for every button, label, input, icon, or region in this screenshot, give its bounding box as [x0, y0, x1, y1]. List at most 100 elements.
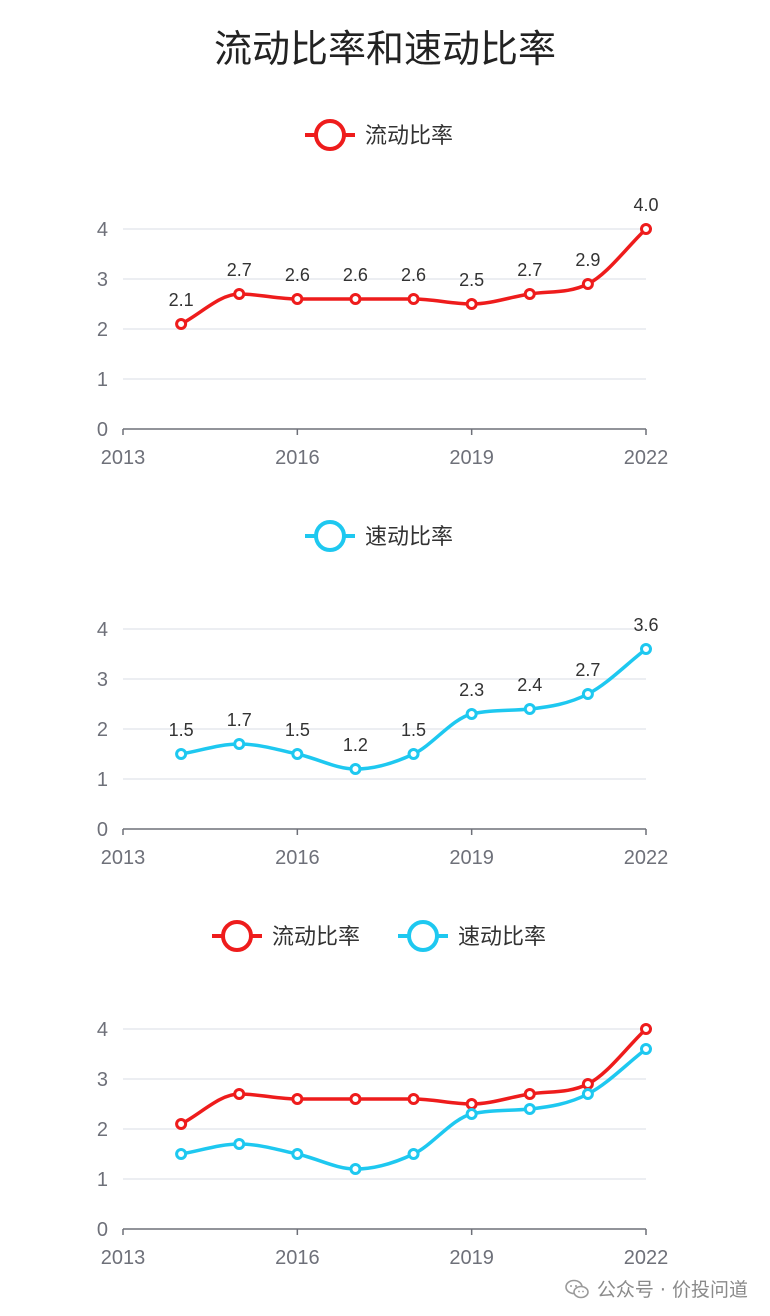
data-label: 2.6: [401, 265, 426, 285]
data-label: 2.4: [517, 675, 542, 695]
data-point: [349, 1163, 362, 1175]
data-point: [291, 1148, 304, 1160]
series-line-1: [180, 1027, 648, 1126]
data-label: 1.5: [401, 720, 426, 740]
x-tick-label: 2022: [624, 847, 669, 869]
legend-marker-icon: [407, 920, 439, 952]
data-label: 2.3: [459, 680, 484, 700]
legend-label: 流动比率: [365, 124, 453, 149]
x-tick-label: 2016: [275, 447, 320, 469]
data-point: [523, 1103, 536, 1115]
data-point: [523, 1088, 536, 1100]
data-label: 1.2: [343, 735, 368, 755]
data-label: 1.5: [285, 720, 310, 740]
data-label: 4.0: [633, 195, 658, 215]
y-tick-label: 3: [97, 669, 108, 691]
data-point: [581, 688, 594, 700]
data-point: [233, 288, 246, 300]
data-point: [349, 293, 362, 305]
data-label: 2.6: [285, 265, 310, 285]
data-point: [523, 703, 536, 715]
x-tick-label: 2022: [624, 1247, 669, 1269]
y-tick-label: 1: [97, 769, 108, 791]
y-tick-label: 4: [97, 1019, 108, 1041]
data-point: [291, 1093, 304, 1105]
data-point: [465, 1108, 478, 1120]
y-tick-label: 3: [97, 1069, 108, 1091]
y-tick-label: 0: [97, 1219, 108, 1241]
legend-marker-icon: [314, 119, 346, 151]
data-point: [291, 748, 304, 760]
data-label: 2.1: [169, 290, 194, 310]
y-tick-label: 1: [97, 369, 108, 391]
data-point: [465, 708, 478, 720]
data-point: [233, 1088, 246, 1100]
data-label: 2.5: [459, 270, 484, 290]
data-point: [465, 1098, 478, 1110]
page-title: 流动比率和速动比率: [213, 27, 556, 71]
y-tick-label: 1: [97, 1169, 108, 1191]
y-tick-label: 0: [97, 419, 108, 441]
data-label: 2.6: [343, 265, 368, 285]
data-point: [581, 278, 594, 290]
watermark: 公众号 · 价投问道: [565, 1275, 748, 1302]
x-tick-label: 2013: [101, 1247, 146, 1269]
chart-3: 流动比率 速动比率 0 1 2 3 4 2013 2016 2019 2022: [97, 920, 669, 1269]
data-point: [175, 1118, 188, 1130]
chart-2: 速动比率 0 1 2 3 4 2013 2016 2019 2022 1.5 1.7 1.5 1.2 1.5…: [97, 520, 669, 869]
data-point: [349, 1093, 362, 1105]
data-label: 2.7: [227, 260, 252, 280]
legend-marker-icon: [221, 920, 253, 952]
y-tick-label: 2: [97, 1119, 108, 1141]
legend-item-2: 速动比率: [398, 920, 546, 952]
data-point: [640, 223, 652, 235]
data-label: 1.7: [227, 710, 252, 730]
data-label: 1.5: [169, 720, 194, 740]
legend-marker-icon: [314, 520, 346, 552]
x-tick-label: 2019: [449, 847, 494, 869]
data-point: [465, 298, 478, 310]
data-point: [407, 293, 420, 305]
x-tick-label: 2013: [101, 447, 146, 469]
data-label: 3.6: [633, 615, 658, 635]
x-tick-label: 2019: [449, 1247, 494, 1269]
legend-item-1: 流动比率: [305, 119, 453, 151]
data-point: [640, 1023, 652, 1035]
data-point: [233, 738, 246, 750]
data-point: [407, 748, 420, 760]
y-tick-label: 2: [97, 319, 108, 341]
y-tick-label: 4: [97, 619, 108, 641]
y-tick-label: 3: [97, 269, 108, 291]
data-label: 2.7: [575, 660, 600, 680]
data-point: [175, 318, 188, 330]
data-point: [407, 1148, 420, 1160]
data-label: 2.9: [575, 250, 600, 270]
legend-item-1: 流动比率: [212, 920, 360, 952]
data-point: [640, 643, 652, 655]
data-point: [640, 1043, 652, 1055]
data-point: [407, 1093, 420, 1105]
data-point: [175, 748, 188, 760]
chart-1: 流动比率 0 1 2 3 4 2013 2016 2019 2022 2.1 2.7 2.6 2.6 2.6…: [97, 119, 669, 469]
x-tick-label: 2022: [624, 447, 669, 469]
data-point: [291, 293, 304, 305]
data-point: [581, 1088, 594, 1100]
legend-label: 流动比率: [272, 925, 360, 950]
data-point: [175, 1148, 188, 1160]
x-tick-label: 2013: [101, 847, 146, 869]
data-point: [349, 763, 362, 775]
wechat-icon: [565, 1279, 589, 1299]
data-point: [581, 1078, 594, 1090]
y-tick-label: 2: [97, 719, 108, 741]
legend-item-1: 速动比率: [305, 520, 453, 552]
watermark-text: 公众号 · 价投问道: [596, 1279, 748, 1301]
x-tick-label: 2016: [275, 1247, 320, 1269]
legend-label: 速动比率: [365, 525, 453, 550]
data-point: [523, 288, 536, 300]
y-tick-label: 0: [97, 819, 108, 841]
x-tick-label: 2019: [449, 447, 494, 469]
x-tick-label: 2016: [275, 847, 320, 869]
legend-label: 速动比率: [458, 925, 546, 950]
y-tick-label: 4: [97, 219, 108, 241]
